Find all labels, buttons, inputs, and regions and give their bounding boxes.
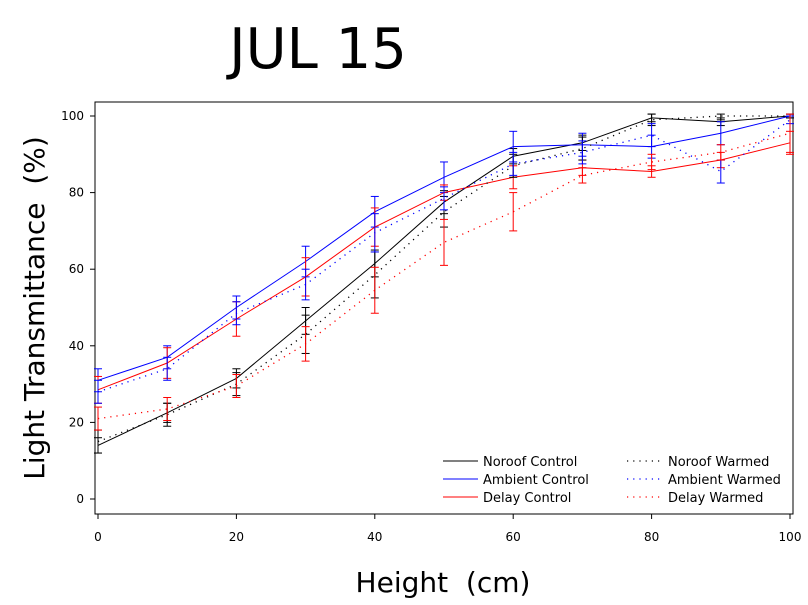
error-bar [370, 213, 379, 253]
y-tick-label: 100 [61, 109, 84, 123]
error-bar [370, 266, 379, 314]
series-line [97, 119, 791, 393]
y-tick-label: 0 [76, 492, 84, 506]
error-bar [716, 159, 725, 184]
error-bar [301, 326, 310, 362]
legend-label: Delay Control [483, 491, 571, 506]
legend-item: Noroof Warmed [627, 455, 769, 470]
error-bar [578, 167, 587, 184]
error-bar [509, 151, 518, 176]
legend-item: Noroof Control [443, 455, 577, 470]
x-axis: 0 20 40 60 80 100 [94, 514, 801, 544]
legend: Noroof Control Ambient Control Delay Contr… [443, 455, 781, 506]
error-bar [301, 268, 310, 301]
error-bar [716, 113, 725, 121]
error-bar [232, 374, 241, 399]
error-bar [163, 397, 172, 421]
series-delay-warmed [94, 113, 794, 431]
y-tick-label: 60 [69, 262, 84, 276]
y-tick-label: 40 [69, 339, 84, 353]
legend-label: Ambient Warmed [668, 473, 781, 488]
chart-title: JUL 15 [226, 17, 407, 82]
y-axis: 0 20 40 60 80 100 [61, 109, 95, 506]
x-tick-label: 20 [229, 530, 244, 544]
error-bar [232, 301, 241, 326]
x-axis-label: Height (cm) [356, 566, 531, 599]
legend-label: Delay Warmed [668, 491, 763, 506]
error-bar [94, 406, 102, 431]
error-bar [786, 113, 794, 153]
error-bar [163, 356, 172, 381]
legend-label: Noroof Warmed [668, 455, 769, 470]
x-tick-label: 40 [367, 530, 382, 544]
legend-label: Ambient Control [483, 473, 589, 488]
x-tick-label: 60 [506, 530, 521, 544]
error-bar [440, 186, 448, 211]
error-bar [509, 192, 518, 232]
error-bar [716, 144, 725, 161]
error-bar [647, 153, 656, 171]
plot-frame [94, 101, 794, 515]
legend-item: Ambient Control [443, 473, 589, 488]
series-line [97, 132, 791, 420]
legend-item: Ambient Warmed [627, 473, 781, 488]
y-tick-label: 20 [69, 415, 84, 429]
x-tick-label: 0 [94, 530, 102, 544]
error-bar [440, 218, 448, 266]
legend-item: Delay Control [443, 491, 571, 506]
y-tick-label: 80 [69, 186, 84, 200]
legend-label: Noroof Control [483, 455, 577, 470]
series-layer [94, 113, 794, 454]
legend-item: Delay Warmed [627, 491, 763, 506]
error-bar [647, 123, 656, 148]
x-tick-label: 80 [644, 530, 659, 544]
y-axis-label: Light Transmittance (%) [18, 136, 51, 480]
x-tick-label: 100 [779, 530, 802, 544]
error-bar [94, 379, 102, 404]
error-bar [578, 140, 587, 165]
